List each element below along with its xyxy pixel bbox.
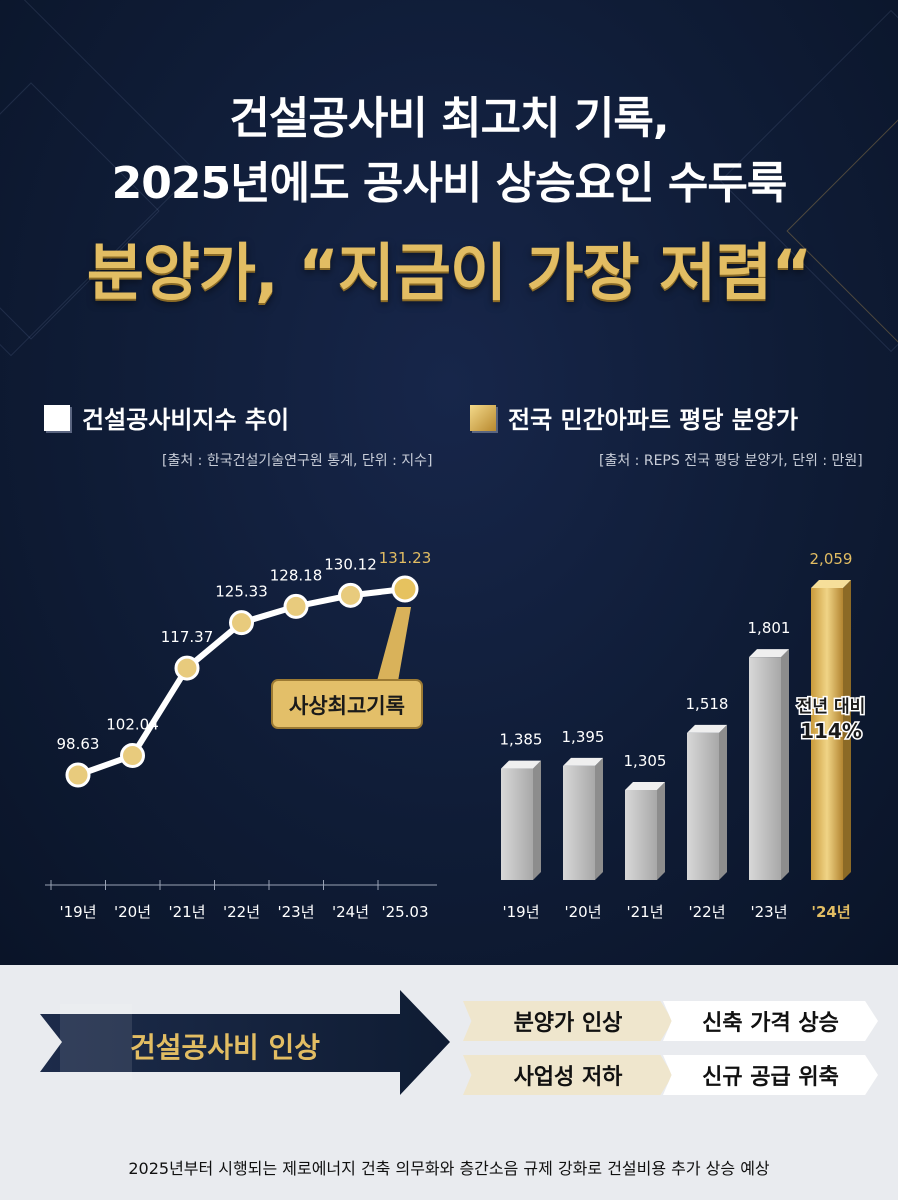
legend-swatch-white [44,404,70,431]
line-chart-tick-label: '20년 [114,903,151,921]
bar-data-label: 1,518 [686,695,729,713]
bar-data-label: 1,395 [562,728,605,746]
legend-label-price: 전국 민간아파트 평당 분양가 [508,406,799,434]
line-chart-data-label: 125.33 [215,583,268,601]
bar-side [843,580,851,880]
effect-supply-shrink: 신규 공급 위축 [663,1055,878,1095]
line-chart-tick-label: '25.03 [381,903,428,921]
headline-line-2: 2025년에도 공사비 상승요인 수두룩 [111,158,788,209]
bar-data-label: 1,305 [624,752,667,770]
legend-apartment-price: 전국 민간아파트 평당 분양가 [470,400,798,435]
bar-top [687,724,727,733]
headline-line-1: 건설공사비 최고치 기록, [229,93,669,144]
line-chart: '19년 '20년 '21년 '22년 '23년 '24년 '25.03 사상최고기록 98.6… [45,549,437,921]
line-chart-point [65,762,91,788]
legend-construction-index: 건설공사비지수 추이 [44,400,289,435]
line-chart-data-label: 117.37 [161,628,214,646]
bar [625,790,657,880]
source-price: [출처 : REPS 전국 평당 분양가, 단위 : 만원] [599,453,863,469]
bar-top [501,760,541,769]
line-chart-data-label: 131.23 [379,549,432,567]
bar-side [719,724,727,880]
line-chart-point [283,593,309,619]
effect-price-up: 분양가 인상 [463,1001,673,1041]
bar-top [625,782,665,790]
line-chart-tick-label: '21년 [168,903,205,921]
effect-new-build-price-up: 신축 가격 상승 [663,1001,878,1041]
footnote: 2025년부터 시행되는 제로에너지 건축 의무화와 층간소음 규제 강화로 건… [128,1159,770,1178]
line-chart-tick-label: '24년 [332,903,369,921]
bar-callout-line-1: 전년 대비 [797,697,865,717]
line-chart-point [174,655,200,681]
bar-tick-label: '21년 [626,903,663,921]
line-chart-callout-pointer [377,607,411,687]
bar-side [595,757,603,880]
summary-panel: 건설공사비 인상 분양가 인상 신축 가격 상승 사업성 저하 신규 공급 위축 [0,965,898,1200]
line-chart-tick-label: '23년 [277,903,314,921]
effect-profitability-down: 사업성 저하 [463,1055,673,1095]
line-chart-data-label: 130.12 [324,555,377,573]
bar-tick-label: '23년 [750,903,787,921]
bar-chart: 1,385 '19년 1,395 '20년 1,305 '21년 1,518 '22년 1,80… [500,550,867,921]
legend-label-index: 건설공사비지수 추이 [82,406,290,434]
main-cause-arrow [40,990,450,1095]
bar-tick-label: '24년 [811,903,850,921]
legend-swatch-gold [470,404,496,431]
bar [749,657,781,880]
line-chart-data-label: 128.18 [270,566,323,584]
line-chart-callout-label: 사상최고기록 [289,694,405,718]
main-cause-label: 건설공사비 인상 [129,1031,321,1064]
hero-panel: 건설공사비 최고치 기록, 2025년에도 공사비 상승요인 수두룩 분양가, … [0,0,898,965]
bar-tick-label: '22년 [688,903,725,921]
bar-data-label: 1,801 [748,619,791,637]
line-chart-point [229,610,254,636]
bar-top [749,649,789,658]
bar-top [811,580,851,588]
bar-side [781,649,789,880]
bar-tick-label: '20년 [564,903,601,921]
line-chart-point [338,582,363,608]
bar-side [657,782,665,880]
bar [501,768,533,880]
bar-side [533,760,541,880]
line-chart-tick-label: '19년 [59,903,96,921]
line-chart-data-label: 102.04 [106,716,159,734]
bar [687,732,719,880]
bar [563,765,595,880]
bar-data-label: 2,059 [810,550,853,568]
bar [811,588,843,880]
line-chart-tick-label: '22년 [223,903,260,921]
line-chart-callout-box [271,679,423,729]
headline-line-3: 분양가, “지금이 가장 저렴“ [86,236,812,309]
line-chart-point [120,743,145,769]
bar-data-label: 1,385 [500,731,543,749]
bar-top [563,757,603,766]
line-chart-point [391,575,419,603]
source-index: [출처 : 한국건설기술연구원 통계, 단위 : 지수] [162,453,433,469]
line-chart-data-label: 98.63 [57,735,100,753]
bar-callout-line-2: 114% [800,719,862,743]
bar-tick-label: '19년 [502,903,539,921]
